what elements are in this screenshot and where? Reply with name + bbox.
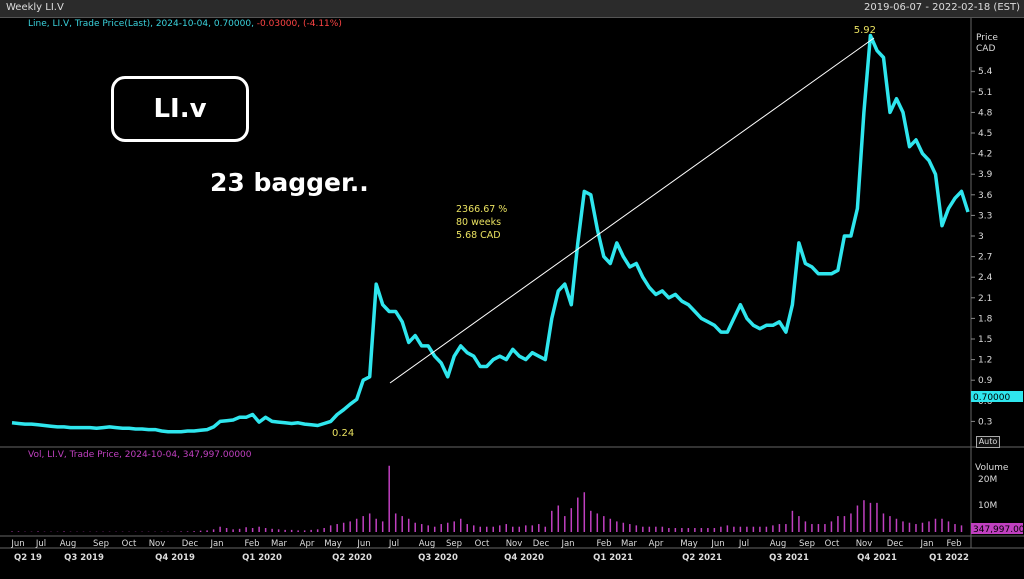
- x-quarter-label: Q3 2020: [418, 553, 458, 563]
- price-tick-label: 4.5: [978, 129, 992, 139]
- headline-text: 23 bagger..: [210, 168, 369, 197]
- x-month-label: Jul: [388, 539, 399, 549]
- volume-legend: Vol, LI.V, Trade Price, 2024-10-04, 347,…: [28, 450, 252, 460]
- x-month-label: Jun: [10, 539, 24, 549]
- x-month-label: May: [680, 539, 698, 549]
- x-month-label: Nov: [149, 539, 166, 549]
- auto-scale-button[interactable]: Auto: [976, 436, 1000, 448]
- chart-title: Weekly LI.V: [6, 2, 64, 13]
- x-month-label: Jul: [738, 539, 749, 549]
- price-tick-label: 5.4: [978, 67, 993, 77]
- ticker-box: LI.v: [111, 76, 249, 142]
- price-legend-text: Line, LI.V, Trade Price(Last), 2024-10-0…: [28, 19, 257, 29]
- x-month-label: Oct: [825, 539, 840, 549]
- x-month-label: Aug: [419, 539, 436, 549]
- price-tick-label: 2.7: [978, 253, 992, 263]
- x-quarter-label: Q4 2019: [155, 553, 195, 563]
- x-month-label: Feb: [244, 539, 259, 549]
- x-month-label: Apr: [300, 539, 315, 549]
- x-month-label: Feb: [596, 539, 611, 549]
- measure-annotation: 2366.67 % 80 weeks 5.68 CAD: [456, 203, 507, 242]
- measure-amount: 5.68 CAD: [456, 230, 501, 241]
- x-quarter-label: Q1 2021: [593, 553, 633, 563]
- x-month-label: Mar: [271, 539, 288, 549]
- x-quarter-label: Q4 2020: [504, 553, 544, 563]
- x-quarter-label: Q3 2019: [64, 553, 104, 563]
- volume-axis-title: Volume: [975, 463, 1009, 473]
- price-tick-label: 3.9: [978, 170, 993, 180]
- price-line: [11, 33, 970, 434]
- x-month-label: Jan: [919, 539, 933, 549]
- x-month-label: Dec: [887, 539, 904, 549]
- x-quarter-label: Q2 19: [14, 553, 42, 563]
- x-month-label: Mar: [621, 539, 638, 549]
- title-bar: Weekly LI.V 2019-06-07 - 2022-02-18 (EST…: [0, 0, 1024, 18]
- price-tick-label: 2.4: [978, 273, 993, 283]
- price-tick-label: 2.1: [978, 294, 992, 304]
- x-month-label: May: [324, 539, 342, 549]
- price-tick-label: 1.5: [978, 335, 992, 345]
- x-month-label: Sep: [799, 539, 815, 549]
- x-month-label: Aug: [60, 539, 77, 549]
- measure-trend-line: [389, 37, 875, 384]
- x-month-label: Sep: [93, 539, 109, 549]
- current-price-tag: 0.70000: [973, 393, 1010, 403]
- price-tick-label: 0.3: [978, 417, 992, 427]
- price-tick-label: 0.9: [978, 376, 993, 386]
- x-quarter-label: Q2 2021: [682, 553, 722, 563]
- price-tick-label: 3.3: [978, 211, 992, 221]
- price-legend: Line, LI.V, Trade Price(Last), 2024-10-0…: [28, 19, 342, 29]
- price-change: -0.03000, (-4.11%): [256, 19, 342, 29]
- price-tick-label: 3.6: [978, 191, 993, 201]
- x-month-label: Jan: [560, 539, 574, 549]
- x-month-label: Sep: [446, 539, 462, 549]
- x-month-label: Oct: [475, 539, 490, 549]
- x-month-label: Jan: [209, 539, 223, 549]
- date-range: 2019-06-07 - 2022-02-18 (EST): [864, 2, 1020, 13]
- x-month-label: Jun: [710, 539, 724, 549]
- price-tick-label: 1.2: [978, 356, 992, 366]
- price-tick-label: 5.1: [978, 88, 992, 98]
- current-volume-tag: 347,997.00: [973, 525, 1024, 535]
- x-month-label: Nov: [506, 539, 523, 549]
- price-tick-label: 3: [978, 232, 984, 242]
- measure-percent: 2366.67 %: [456, 204, 508, 215]
- x-quarter-label: Q3 2021: [769, 553, 809, 563]
- x-quarter-label: Q1 2022: [929, 553, 969, 563]
- low-price-label: 0.24: [332, 428, 354, 439]
- price-tick-label: 4.2: [978, 150, 992, 160]
- x-quarter-label: Q1 2020: [242, 553, 282, 563]
- x-month-label: Dec: [182, 539, 199, 549]
- x-month-label: Aug: [770, 539, 787, 549]
- high-price-label: 5.92: [854, 25, 876, 36]
- volume-tick-label: 20M: [978, 475, 997, 485]
- price-tick-label: 4.8: [978, 108, 993, 118]
- x-month-label: Oct: [122, 539, 137, 549]
- x-month-label: Dec: [533, 539, 550, 549]
- x-month-label: Jul: [35, 539, 46, 549]
- x-quarter-label: Q2 2020: [332, 553, 372, 563]
- x-month-label: Feb: [946, 539, 961, 549]
- measure-weeks: 80 weeks: [456, 217, 502, 228]
- x-month-label: Nov: [856, 539, 873, 549]
- price-axis-title: Price: [976, 33, 998, 43]
- x-month-label: Jun: [356, 539, 370, 549]
- x-month-label: Apr: [649, 539, 664, 549]
- price-tick-label: 1.8: [978, 314, 993, 324]
- x-quarter-label: Q4 2021: [857, 553, 897, 563]
- price-axis-unit: CAD: [976, 44, 995, 54]
- volume-tick-label: 10M: [978, 501, 997, 511]
